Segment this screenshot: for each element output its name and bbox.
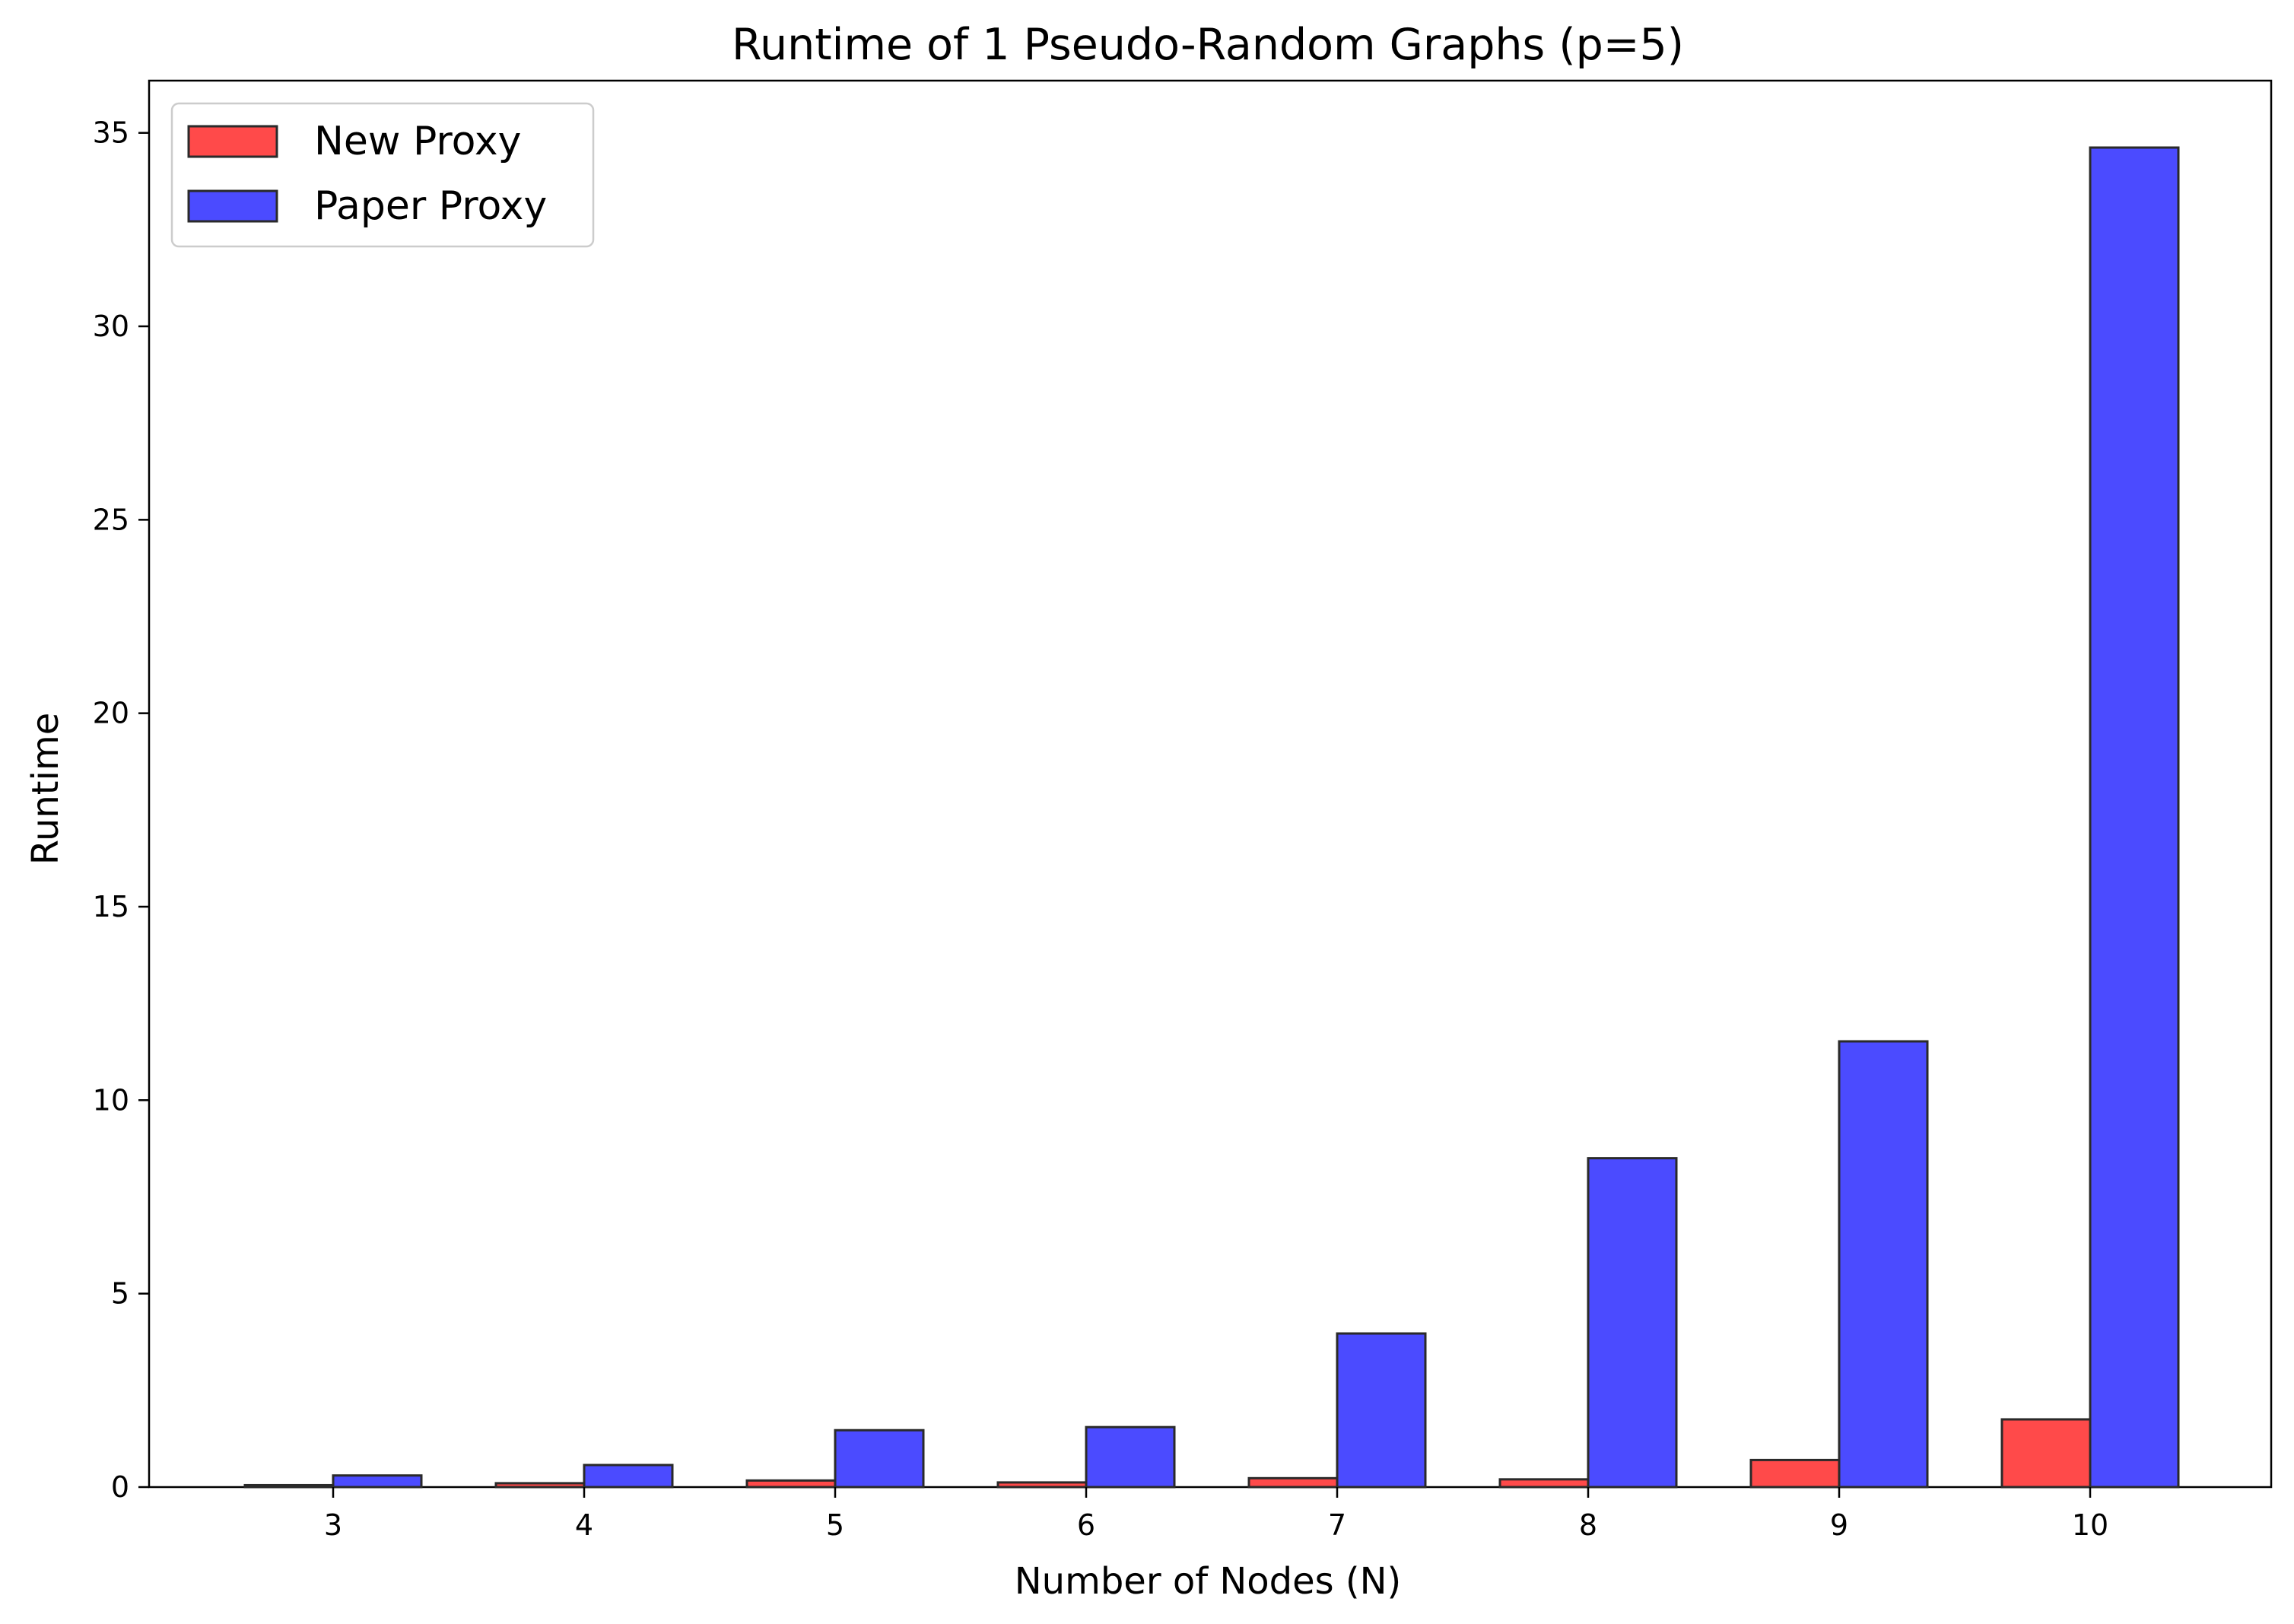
bar-paper-proxy-9 (1838, 1040, 1929, 1489)
bar-paper-proxy-3 (332, 1474, 423, 1489)
bar-new-proxy-3 (243, 1483, 335, 1489)
x-tick-label-5: 5 (826, 1508, 844, 1542)
legend-swatch-paper-proxy (187, 189, 278, 223)
x-tick-label-7: 7 (1328, 1508, 1346, 1542)
y-tick-label-20: 20 (93, 697, 129, 730)
plot-background (149, 81, 2271, 1487)
plot-area (148, 79, 2273, 1489)
x-tick-label-9: 9 (1830, 1508, 1848, 1542)
x-tick-label-6: 6 (1077, 1508, 1095, 1542)
y-tick-label-35: 35 (93, 116, 129, 150)
bar-new-proxy-10 (2000, 1418, 2092, 1489)
x-axis-label: Number of Nodes (N) (1015, 1560, 1402, 1603)
x-tick-label-3: 3 (324, 1508, 342, 1542)
x-tick-label-10: 10 (2072, 1508, 2108, 1542)
y-tick-label-25: 25 (93, 503, 129, 536)
bar-paper-proxy-7 (1336, 1332, 1427, 1489)
bar-new-proxy-7 (1247, 1476, 1339, 1489)
legend: New Proxy Paper Proxy (170, 102, 595, 248)
y-axis-label: Runtime (24, 713, 67, 865)
legend-label-paper-proxy: Paper Proxy (314, 183, 547, 229)
y-tick-label-15: 15 (93, 890, 129, 923)
x-axis: 3 4 5 6 7 8 9 10 (324, 1487, 2108, 1542)
bar-new-proxy-8 (1498, 1478, 1590, 1489)
bars-group (243, 146, 2180, 1489)
y-tick-label-0: 0 (111, 1470, 129, 1504)
x-tick-label-8: 8 (1579, 1508, 1597, 1542)
y-tick-label-5: 5 (111, 1277, 129, 1311)
y-tick-label-30: 30 (93, 310, 129, 343)
y-axis: 0 5 10 15 20 25 30 35 (93, 116, 149, 1504)
legend-label-new-proxy: New Proxy (314, 119, 521, 164)
bar-paper-proxy-10 (2089, 146, 2180, 1489)
x-tick-label-4: 4 (575, 1508, 593, 1542)
bar-paper-proxy-5 (834, 1429, 925, 1489)
bar-paper-proxy-4 (583, 1464, 674, 1489)
bar-new-proxy-4 (494, 1482, 586, 1489)
bar-paper-proxy-8 (1587, 1157, 1678, 1489)
axes-frame (148, 79, 2273, 1489)
bar-new-proxy-5 (745, 1479, 837, 1489)
legend-swatch-new-proxy (187, 125, 278, 158)
y-tick-label-10: 10 (93, 1083, 129, 1117)
bar-new-proxy-9 (1749, 1458, 1841, 1489)
bar-paper-proxy-6 (1085, 1425, 1176, 1489)
bar-new-proxy-6 (996, 1481, 1088, 1489)
chart-title: Runtime of 1 Pseudo-Random Graphs (p=5) (732, 20, 1684, 70)
